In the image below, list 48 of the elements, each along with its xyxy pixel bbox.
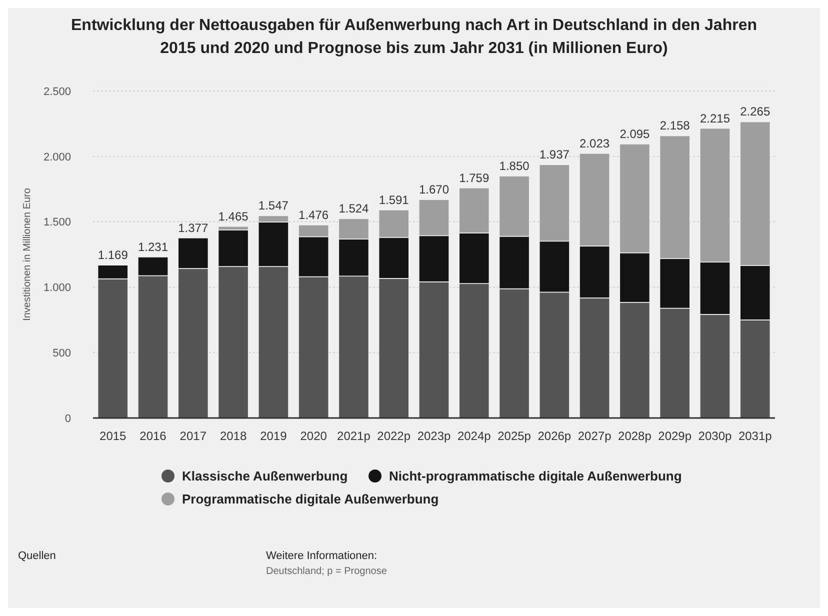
total-label: 2.265 bbox=[740, 104, 770, 119]
x-tick-label: 2029p bbox=[658, 429, 692, 443]
text: Deutschland; p = Prognose bbox=[266, 566, 388, 577]
x-tick-label: 2024p bbox=[457, 429, 492, 443]
total-label: 2.215 bbox=[700, 111, 730, 126]
total-label: 1.547 bbox=[258, 198, 289, 213]
text: Quellen bbox=[18, 550, 56, 562]
x-tick-label: 2021p bbox=[337, 429, 371, 443]
x-tick-label: 2022p bbox=[377, 429, 411, 443]
y-tick-label: 500 bbox=[52, 347, 71, 360]
total-label: 1.759 bbox=[459, 170, 490, 185]
x-tick-label: 2026p bbox=[538, 429, 572, 443]
x-tick-label: 2028p bbox=[618, 429, 652, 443]
y-tick-label: 1.000 bbox=[43, 282, 71, 294]
y-tick-label: 2.000 bbox=[43, 151, 71, 164]
legend-label: Klassische Außenwerbung bbox=[182, 468, 348, 484]
x-tick-label: 2016 bbox=[140, 429, 167, 443]
x-tick-label: 2019 bbox=[260, 429, 288, 443]
x-tick-label: 2025p bbox=[498, 429, 532, 443]
total-label: 2.095 bbox=[620, 126, 650, 141]
y-tick-label: 2.500 bbox=[43, 86, 71, 98]
total-label: 1.524 bbox=[338, 202, 370, 216]
y-tick-label: 1.500 bbox=[43, 216, 71, 229]
total-label: 1.169 bbox=[98, 248, 128, 262]
total-label: 2.158 bbox=[660, 118, 690, 133]
x-tick-label: 2023p bbox=[417, 429, 452, 443]
total-label: 1.850 bbox=[499, 159, 530, 174]
x-tick-label: 2027p bbox=[578, 429, 612, 443]
total-label: 1.377 bbox=[178, 220, 208, 235]
y-axis-title: Investitionen in Millionen Euro bbox=[22, 188, 33, 321]
total-label: 1.465 bbox=[218, 209, 249, 224]
total-label: 1.231 bbox=[138, 240, 168, 254]
total-label: 1.937 bbox=[539, 148, 570, 162]
x-tick-label: 2018 bbox=[220, 429, 247, 443]
legend-label: Nicht-programmatische digitale Außenwerbung bbox=[389, 468, 682, 484]
legend-label: Programmatische digitale Außenwerbung bbox=[182, 492, 439, 507]
x-tick-label: 2017 bbox=[180, 429, 207, 443]
x-tick-label: 2015 bbox=[100, 429, 127, 443]
total-label: 1.670 bbox=[418, 182, 450, 197]
x-tick-label: 2020 bbox=[300, 429, 328, 443]
y-tick-label: 0 bbox=[64, 412, 71, 425]
total-label: 1.591 bbox=[378, 192, 410, 207]
x-tick-label: 2030p bbox=[698, 429, 732, 443]
text: Weitere Informationen: bbox=[266, 550, 378, 562]
total-label: 2.023 bbox=[580, 136, 610, 150]
chart-title: Entwicklung der Nettoausgaben für Außenwerbung nach Art in Deutschland in den Jahren 2015 und 2020 und Prognose bis zum Jahr 2031 (in Millionen Euro) bbox=[71, 17, 757, 57]
total-label: 1.476 bbox=[298, 208, 329, 222]
x-tick-label: 2031p bbox=[738, 429, 772, 443]
